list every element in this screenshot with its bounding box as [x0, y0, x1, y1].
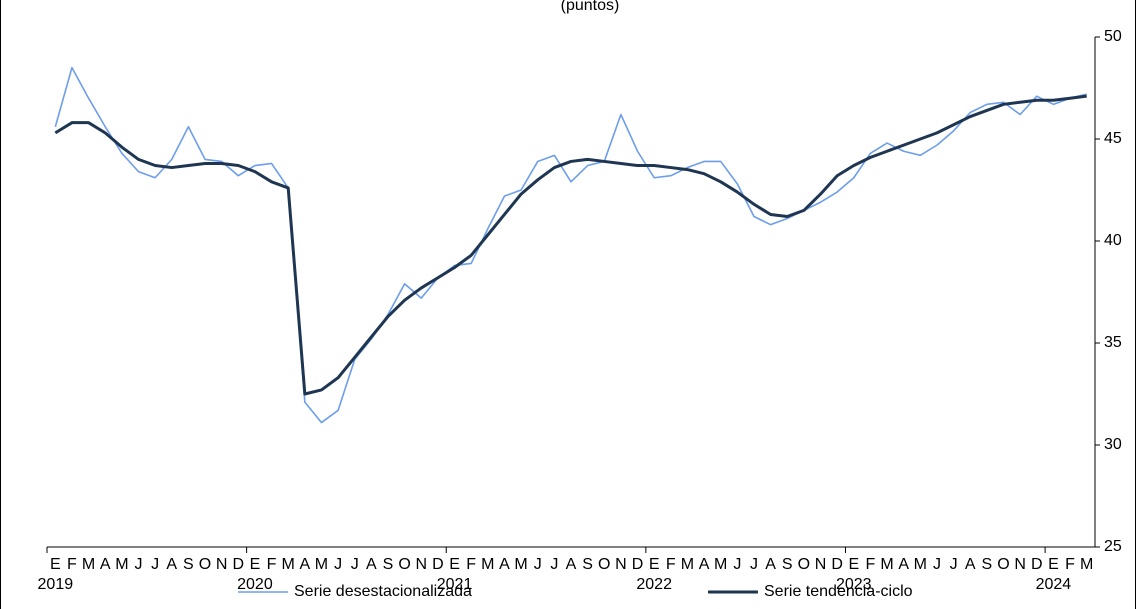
year-label: 2024: [1036, 576, 1072, 593]
x-tick-label: M: [315, 556, 328, 573]
x-tick-label: F: [666, 556, 676, 573]
x-tick-label: D: [432, 556, 444, 573]
x-tick-label: N: [416, 556, 428, 573]
x-tick-label: S: [582, 556, 593, 573]
x-tick-label: J: [151, 556, 159, 573]
x-tick-label: S: [383, 556, 394, 573]
x-tick-label: N: [815, 556, 827, 573]
x-tick-label: J: [351, 556, 359, 573]
x-tick-label: F: [1065, 556, 1075, 573]
x-tick-label: O: [199, 556, 211, 573]
y-tick-label: 25: [1104, 538, 1122, 555]
x-tick-label: E: [1048, 556, 1059, 573]
x-tick-label: E: [250, 556, 261, 573]
year-label: 2023: [836, 576, 872, 593]
x-tick-label: S: [982, 556, 993, 573]
x-tick-label: O: [598, 556, 610, 573]
x-tick-label: J: [933, 556, 941, 573]
x-tick-label: N: [216, 556, 228, 573]
series-line: [54, 94, 1087, 396]
x-tick-label: E: [449, 556, 460, 573]
x-tick-label: J: [750, 556, 758, 573]
x-tick-label: E: [50, 556, 61, 573]
x-tick-label: J: [950, 556, 958, 573]
x-tick-label: A: [300, 556, 311, 573]
x-tick-label: F: [67, 556, 77, 573]
y-tick-label: 40: [1104, 232, 1122, 249]
x-tick-label: M: [481, 556, 494, 573]
x-tick-label: M: [82, 556, 95, 573]
y-tick-label: 50: [1104, 28, 1122, 45]
x-tick-label: A: [965, 556, 976, 573]
year-label: 2021: [437, 576, 473, 593]
x-tick-label: O: [997, 556, 1009, 573]
year-label: 2022: [636, 576, 672, 593]
x-tick-label: A: [566, 556, 577, 573]
x-tick-label: A: [765, 556, 776, 573]
x-tick-label: E: [848, 556, 859, 573]
x-tick-label: M: [880, 556, 893, 573]
x-tick-label: S: [782, 556, 793, 573]
x-tick-label: D: [1031, 556, 1043, 573]
x-tick-label: J: [550, 556, 558, 573]
x-tick-label: D: [233, 556, 245, 573]
x-tick-label: A: [699, 556, 710, 573]
x-tick-label: F: [267, 556, 277, 573]
x-tick-label: N: [615, 556, 627, 573]
legend-label: Serie desestacionalizada: [294, 583, 472, 600]
x-tick-label: F: [466, 556, 476, 573]
x-tick-label: M: [282, 556, 295, 573]
x-tick-label: J: [134, 556, 142, 573]
series-line: [54, 66, 1087, 424]
x-tick-label: A: [100, 556, 111, 573]
x-tick-label: O: [398, 556, 410, 573]
year-label: 2020: [237, 576, 273, 593]
x-tick-label: J: [334, 556, 342, 573]
x-tick-label: F: [866, 556, 876, 573]
x-tick-label: E: [649, 556, 660, 573]
x-tick-label: S: [183, 556, 194, 573]
x-tick-label: M: [115, 556, 128, 573]
x-tick-label: A: [366, 556, 377, 573]
y-tick-label: 35: [1104, 334, 1122, 351]
x-tick-label: M: [514, 556, 527, 573]
x-tick-label: A: [166, 556, 177, 573]
x-tick-label: J: [733, 556, 741, 573]
x-tick-label: A: [499, 556, 510, 573]
year-label: 2019: [38, 576, 74, 593]
x-tick-label: D: [632, 556, 644, 573]
x-tick-label: N: [1014, 556, 1026, 573]
y-tick-label: 30: [1104, 436, 1122, 453]
x-tick-label: D: [831, 556, 843, 573]
x-tick-label: M: [714, 556, 727, 573]
x-tick-label: O: [798, 556, 810, 573]
legend-label: Serie tendencia-ciclo: [764, 583, 913, 600]
x-tick-label: M: [914, 556, 927, 573]
x-tick-label: M: [681, 556, 694, 573]
x-tick-label: J: [534, 556, 542, 573]
chart-subtitle: (puntos): [561, 0, 620, 14]
x-tick-label: M: [1080, 556, 1093, 573]
x-tick-label: A: [898, 556, 909, 573]
y-tick-label: 45: [1104, 130, 1122, 147]
